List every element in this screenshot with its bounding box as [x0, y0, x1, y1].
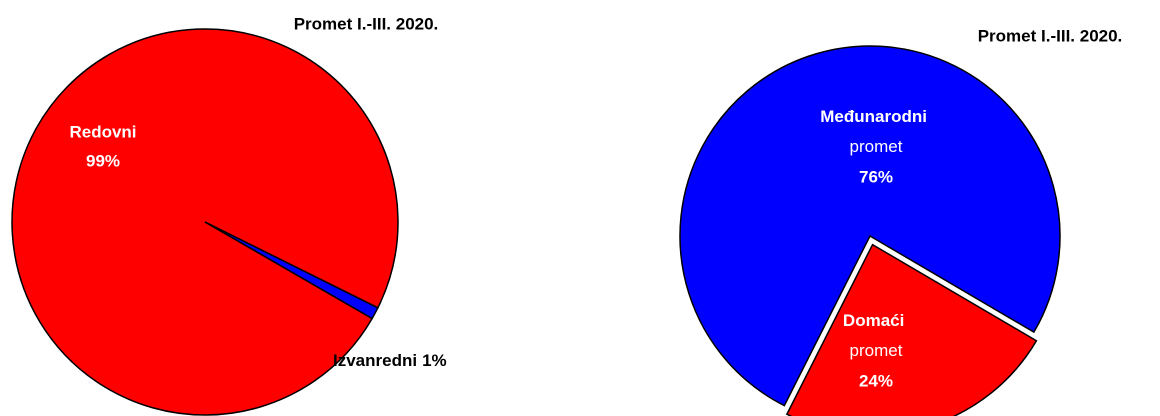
pie-slice — [785, 243, 1038, 416]
slice-value-label: 1% — [422, 351, 447, 370]
slice-label: Međunarodni promet — [820, 107, 931, 156]
pie-slice — [679, 45, 1061, 407]
pie-slice — [204, 221, 379, 320]
pie-slice — [11, 28, 399, 416]
slice-value-label: 76% — [859, 167, 893, 186]
slice-label: Izvanredni 1% — [333, 351, 447, 370]
slice-label: Domaći promet — [843, 311, 909, 360]
chart-title: Promet I.-III. 2020. — [978, 26, 1123, 45]
slice-label: Redovni — [69, 122, 136, 141]
chart-title: Promet I.-III. 2020. — [294, 14, 439, 33]
slice-value-label: 24% — [859, 371, 893, 390]
slice-category: Izvanredni — [333, 351, 417, 370]
slice-value-label: 99% — [86, 151, 120, 170]
